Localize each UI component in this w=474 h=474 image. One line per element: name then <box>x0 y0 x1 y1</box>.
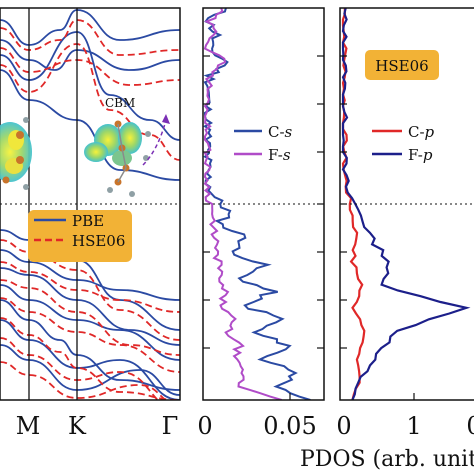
hse-band-9 <box>0 361 168 400</box>
legend-pbe-label: PBE <box>72 212 104 230</box>
hse-band-5 <box>0 279 180 356</box>
band-frame <box>0 7 181 401</box>
legend-c-p-label: C-p <box>408 123 435 141</box>
pdos-s-panel: C-s F-s 0 0.05 <box>197 7 325 440</box>
hse-band-0 <box>0 19 180 56</box>
pbe-band-1 <box>0 39 180 71</box>
pdos-p-xtick-1: 1 <box>406 412 421 440</box>
pdos-axis-title: PDOS (arb. units) <box>300 447 474 472</box>
hse-band-3 <box>0 239 180 341</box>
pdos-s-ticks <box>203 55 324 400</box>
legend-c-s-label: C-s <box>268 123 293 141</box>
hse-band-7 <box>0 317 180 400</box>
kpoint-label-gamma: Γ <box>162 412 179 440</box>
pdos-s-xtick-005: 0.05 <box>263 412 316 440</box>
hse06-tag-label: HSE06 <box>375 57 428 75</box>
pdos-p-legend: C-p F-p <box>372 123 435 164</box>
series-line-f-s <box>203 8 282 400</box>
kpoint-label-m: M <box>16 412 41 440</box>
series-line-c-s <box>203 8 311 400</box>
cbm-orbital-image <box>84 120 151 197</box>
kpoint-label-k: K <box>68 412 87 440</box>
pdos-s-xtick-0: 0 <box>197 412 212 440</box>
vbm-orbital-image <box>0 117 32 190</box>
cbm-label: CBM <box>105 96 135 110</box>
pdos-p-xtick-cropped: 0 <box>466 412 474 440</box>
pdos-s-legend: C-s F-s <box>234 123 293 164</box>
cbm-arrow <box>142 119 167 166</box>
pbe-band-0 <box>0 9 180 46</box>
band-legend-box <box>28 210 132 262</box>
legend-hse-label: HSE06 <box>72 232 125 250</box>
band-legend: PBE HSE06 <box>28 210 132 262</box>
cbm-arrow-head <box>162 114 170 124</box>
band-structure-panel: CBM PBE HSE06 M K Γ <box>0 7 181 440</box>
hse-band-6 <box>0 297 180 373</box>
pdos-p-ticks <box>340 55 415 400</box>
hse-band-4 <box>0 261 180 313</box>
pdos-p-xtick-0: 0 <box>336 412 351 440</box>
pdos-p-panel: HSE06 C-p F-p 0 1 0 <box>336 7 474 440</box>
hse06-tag-box <box>365 50 439 80</box>
pbe-band-10 <box>0 344 180 396</box>
pbe-band-8 <box>0 299 180 391</box>
hse-band-2 <box>0 43 180 161</box>
legend-f-s-label: F-s <box>268 146 291 164</box>
pbe-band-2 <box>0 31 180 141</box>
legend-f-p-label: F-p <box>408 146 433 164</box>
